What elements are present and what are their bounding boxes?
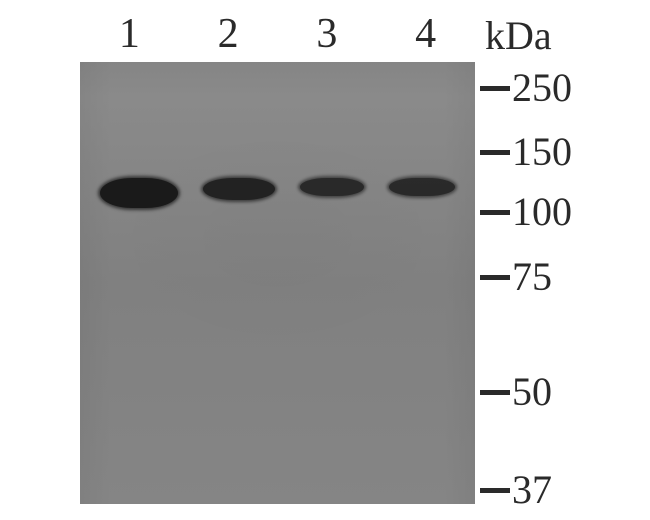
western-blot-figure: 1 2 3 4 kDa 250 150 100 75 50 37	[0, 0, 650, 520]
marker-tick-icon	[480, 210, 510, 215]
marker-tick-icon	[480, 275, 510, 280]
marker-tick-icon	[480, 86, 510, 91]
marker-value: 75	[512, 257, 552, 297]
marker-value: 250	[512, 68, 572, 108]
band-lane-1	[100, 178, 178, 208]
band-lane-2	[203, 178, 275, 200]
mw-marker-250: 250	[480, 66, 572, 110]
mw-marker-100: 100	[480, 190, 572, 234]
lane-label-1: 1	[80, 10, 179, 58]
mw-marker-37: 37	[480, 468, 552, 512]
band-row	[80, 178, 475, 208]
marker-value: 150	[512, 132, 572, 172]
marker-value: 50	[512, 372, 552, 412]
lane-label-2: 2	[179, 10, 278, 58]
marker-tick-icon	[480, 150, 510, 155]
band-lane-3	[300, 178, 364, 196]
blot-membrane	[80, 62, 475, 504]
lane-label-4: 4	[376, 10, 475, 58]
marker-value: 100	[512, 192, 572, 232]
lane-label-3: 3	[278, 10, 377, 58]
mw-marker-75: 75	[480, 255, 552, 299]
mw-marker-150: 150	[480, 130, 572, 174]
marker-tick-icon	[480, 488, 510, 493]
marker-value: 37	[512, 470, 552, 510]
mw-marker-50: 50	[480, 370, 552, 414]
marker-tick-icon	[480, 390, 510, 395]
lane-labels-row: 1 2 3 4	[80, 10, 475, 58]
blot-texture	[80, 62, 475, 504]
band-lane-4	[389, 178, 455, 196]
unit-label: kDa	[485, 12, 552, 59]
